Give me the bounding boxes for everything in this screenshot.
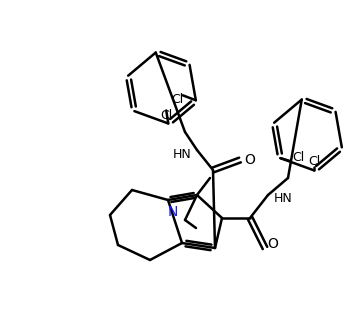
Text: N: N <box>168 205 178 219</box>
Text: Cl: Cl <box>160 109 173 122</box>
Text: Cl: Cl <box>292 151 305 164</box>
Text: Cl: Cl <box>308 155 320 168</box>
Text: HN: HN <box>173 147 191 160</box>
Text: O: O <box>245 153 256 167</box>
Text: HN: HN <box>274 192 292 205</box>
Text: O: O <box>268 237 278 251</box>
Text: Cl: Cl <box>172 93 184 106</box>
